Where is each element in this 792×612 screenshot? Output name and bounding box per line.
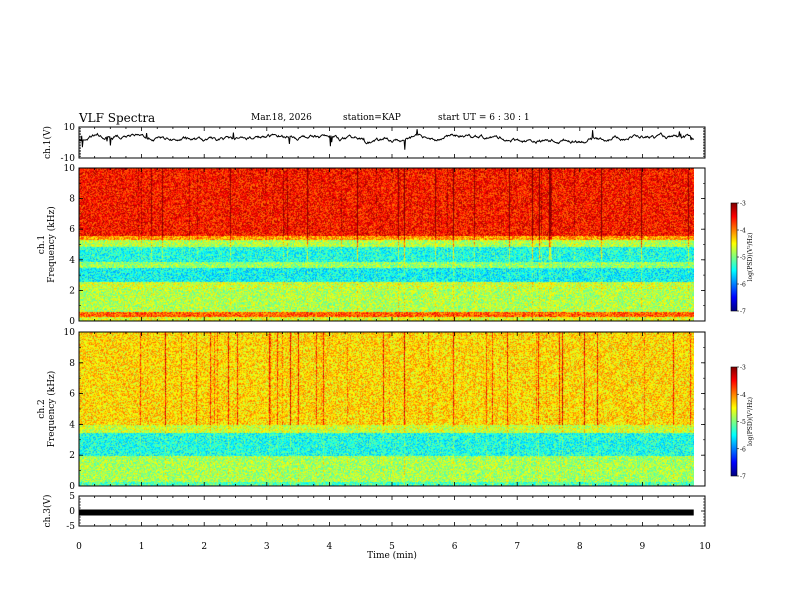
xtick-label: 2 [201, 542, 207, 552]
ch1-spectrogram-ytick-label: 8 [69, 195, 75, 205]
xtick-label: 1 [139, 542, 145, 552]
ch2-spectrogram-ytick-label: 6 [69, 390, 75, 400]
start-time-label: start UT = 6 : 30 : 1 [438, 113, 530, 123]
ch2-spectrogram-ylabel: ch.2 [37, 399, 47, 418]
ch1-spectrogram-ylabel: Frequency (kHz) [46, 206, 57, 283]
ch1-waveform-ylabel: ch.1(V) [42, 126, 53, 159]
ch2-spectrogram-colorbar-tick-label: -3 [740, 365, 746, 372]
ch1-waveform-line [78, 129, 695, 150]
ch3-waveform-ytick-label: 5 [69, 492, 75, 502]
ch2-spectrogram-ytick-label: 0 [69, 482, 75, 492]
ch1-spectrogram-colorbar-label: log(PSD)(V²/Hz) [747, 233, 754, 282]
ch1-spectrogram-ytick-label: 2 [69, 286, 75, 296]
xaxis-label: Time (min) [367, 550, 417, 561]
date-label: Mar.18, 2026 [251, 113, 312, 123]
ch1-spectrogram-colorbar-tick-label: -4 [740, 228, 746, 235]
ch2-spectrogram-ytick-label: 4 [69, 420, 75, 430]
ch2-spectrogram-colorbar-tick-label: -6 [740, 446, 746, 453]
ch2-spectrogram-ylabel: Frequency (kHz) [46, 371, 57, 448]
ch1-spectrogram-colorbar-tick-label: -6 [740, 282, 746, 289]
ch2-spectrogram-colorbar-tick-label: -4 [740, 392, 746, 399]
xtick-label: 0 [76, 542, 82, 552]
ch3-waveform-ytick-label: 0 [69, 507, 75, 517]
xtick-label: 6 [452, 542, 458, 552]
ch1-spectrogram-image [79, 168, 694, 321]
ch1-spectrogram-colorbar-tick-label: -3 [740, 201, 746, 208]
ch2-spectrogram-ytick-label: 8 [69, 359, 75, 369]
station-label: station=KAP [343, 113, 401, 123]
ch1-spectrogram-ytick-label: 0 [69, 317, 75, 327]
ch2-spectrogram-colorbar-tick-label: -5 [740, 419, 746, 426]
ch3-waveform-ytick-label: -5 [66, 522, 75, 532]
figure-title: VLF Spectra [79, 111, 156, 125]
xtick-label: 7 [514, 542, 520, 552]
ch2-spectrogram-ytick-label: 2 [69, 451, 75, 461]
ch1-spectrogram-ytick-label: 4 [69, 256, 75, 266]
xtick-label: 8 [577, 542, 583, 552]
xtick-label: 9 [640, 542, 646, 552]
xtick-label: 10 [699, 542, 711, 552]
ch2-spectrogram-image [79, 332, 694, 486]
ch1-waveform-ytick-label: -10 [61, 154, 76, 164]
ch1-waveform-ytick-label: 10 [64, 123, 76, 133]
ch1-spectrogram-colorbar [730, 202, 738, 312]
ch3-waveform-ylabel: ch.3(V) [42, 495, 53, 528]
xtick-label: 4 [327, 542, 333, 552]
ch1-spectrogram-ytick-label: 10 [64, 164, 76, 174]
ch1-spectrogram-colorbar-tick-label: -7 [740, 309, 746, 316]
xtick-label: 5 [389, 542, 395, 552]
ch2-spectrogram-colorbar [730, 366, 738, 477]
ch1-spectrogram-ytick-label: 6 [69, 225, 75, 235]
ch2-spectrogram-colorbar-label: log(PSD)(V²/Hz) [747, 397, 754, 446]
ch3-waveform-band [79, 509, 694, 516]
ch2-spectrogram-ytick-label: 10 [64, 328, 76, 338]
ch2-spectrogram-colorbar-tick-label: -7 [740, 474, 746, 481]
ch1-spectrogram-colorbar-tick-label: -5 [740, 255, 746, 262]
xtick-label: 3 [264, 542, 270, 552]
ch1-spectrogram-ylabel: ch.1 [37, 235, 47, 254]
